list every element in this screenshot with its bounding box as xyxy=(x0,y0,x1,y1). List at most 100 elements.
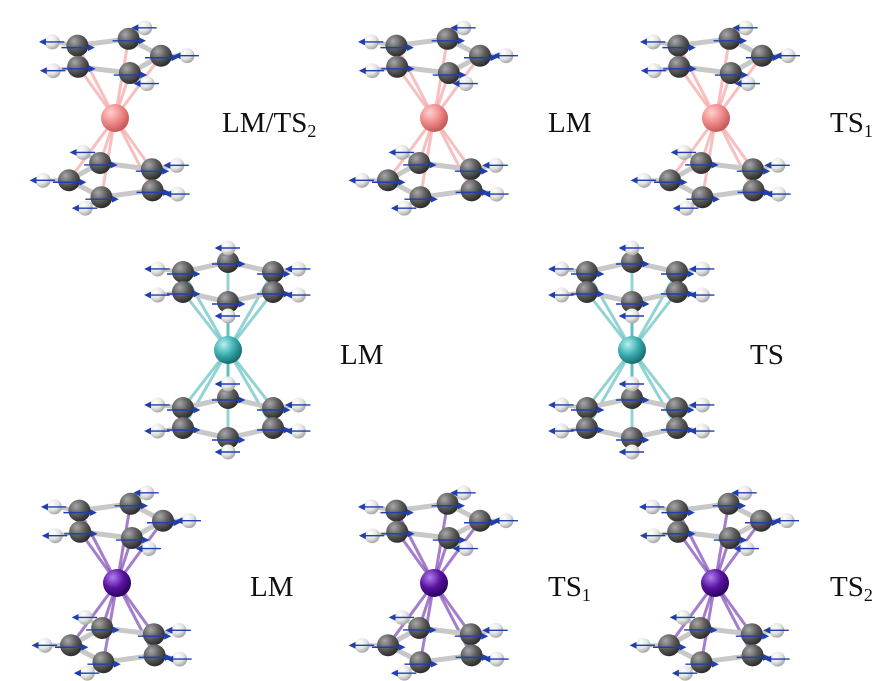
carbon-atom xyxy=(142,623,165,646)
carbon-atom xyxy=(92,651,115,674)
carbon-atom xyxy=(262,417,285,439)
metal-atom xyxy=(420,569,448,597)
metal-atom xyxy=(103,569,131,597)
metal-atom xyxy=(618,336,646,364)
carbon-atom xyxy=(740,623,763,646)
carbon-atom xyxy=(409,651,432,674)
carbon-atom xyxy=(386,55,409,78)
carbon-atom xyxy=(408,151,431,174)
carbon-atom xyxy=(460,179,483,202)
carbon-atom xyxy=(621,427,643,449)
carbon-atom xyxy=(718,527,741,550)
carbon-atom xyxy=(621,291,643,313)
carbon-atom xyxy=(691,186,714,209)
carbon-atom xyxy=(621,387,643,409)
molecule-row-3-col-3 xyxy=(629,485,799,681)
carbon-atom xyxy=(690,651,713,674)
molecule-row-1-col-2 xyxy=(348,20,518,216)
molecule-row-2-col-1 xyxy=(144,240,311,460)
carbon-atom xyxy=(658,634,681,657)
carbon-atom xyxy=(666,281,689,303)
carbon-atom xyxy=(68,499,91,522)
carbon-atom xyxy=(262,281,285,303)
carbon-atom xyxy=(60,634,83,657)
carbon-atom xyxy=(749,509,772,532)
carbon-atom xyxy=(90,186,113,209)
carbon-atom xyxy=(460,644,483,667)
carbon-atom xyxy=(91,616,114,639)
carbon-atom xyxy=(717,492,740,515)
carbon-atom xyxy=(667,520,690,543)
carbon-atom xyxy=(718,27,741,50)
carbon-atom xyxy=(140,158,163,181)
carbon-atom xyxy=(143,644,166,667)
molecule-row-3-col-2 xyxy=(348,485,518,681)
metal-atom xyxy=(702,104,730,132)
carbon-atom xyxy=(459,158,482,181)
metal-atom xyxy=(214,336,242,364)
molecule-row-1-col-1 xyxy=(29,20,199,216)
carbon-atom xyxy=(668,55,691,78)
carbon-atom xyxy=(58,169,81,192)
carbon-atom xyxy=(67,55,90,78)
carbon-atom xyxy=(667,34,690,57)
carbon-atom xyxy=(575,397,598,419)
carbon-atom xyxy=(151,509,174,532)
carbon-atom xyxy=(386,520,409,543)
carbon-atom xyxy=(69,520,92,543)
carbon-atom xyxy=(666,499,689,522)
carbon-atom xyxy=(385,34,408,57)
carbon-atom xyxy=(171,397,194,419)
carbon-atom xyxy=(118,62,141,85)
carbon-atom xyxy=(742,179,765,202)
carbon-atom xyxy=(120,527,143,550)
metal-atom xyxy=(101,104,129,132)
carbon-atom xyxy=(409,186,432,209)
carbon-atom xyxy=(149,44,172,67)
carbon-atom xyxy=(741,644,764,667)
carbon-atom xyxy=(659,169,682,192)
carbon-atom xyxy=(262,397,285,419)
carbon-atom xyxy=(217,387,239,409)
carbon-atom xyxy=(437,62,460,85)
carbon-atom xyxy=(621,251,643,273)
molecule-label-r1c3: TS1 xyxy=(830,107,873,141)
carbon-atom xyxy=(575,281,598,303)
carbon-atom xyxy=(377,634,400,657)
carbon-atom xyxy=(436,492,459,515)
molecule-label-r2c1: LM xyxy=(340,339,384,371)
molecule-label-r2c2: TS xyxy=(750,339,784,371)
carbon-atom xyxy=(119,492,142,515)
carbon-atom xyxy=(459,623,482,646)
metal-atom xyxy=(420,104,448,132)
molecule-row-2-col-2 xyxy=(548,240,715,460)
carbon-atom xyxy=(408,616,431,639)
carbon-atom xyxy=(436,27,459,50)
molecule-label-r3c2: TS1 xyxy=(548,571,591,605)
carbon-atom xyxy=(468,44,491,67)
carbon-atom xyxy=(385,499,408,522)
carbon-atom xyxy=(689,616,712,639)
carbon-atom xyxy=(66,34,89,57)
carbon-atom xyxy=(719,62,742,85)
carbon-atom xyxy=(575,417,598,439)
carbon-atom xyxy=(468,509,491,532)
carbon-atom xyxy=(741,158,764,181)
carbon-atom xyxy=(171,417,194,439)
carbon-atom xyxy=(437,527,460,550)
molecule-row-1-col-3 xyxy=(630,20,800,216)
molecule-label-r3c3: TS2 xyxy=(830,571,873,605)
carbon-atom xyxy=(690,151,713,174)
molecule-label-r1c2: LM xyxy=(548,107,592,139)
carbon-atom xyxy=(666,261,689,283)
carbon-atom xyxy=(171,261,194,283)
metal-atom xyxy=(701,569,729,597)
carbon-atom xyxy=(666,397,689,419)
carbon-atom xyxy=(262,261,285,283)
molecule-label-r1c1: LM/TS2 xyxy=(222,107,316,141)
carbon-atom xyxy=(217,427,239,449)
molecule-row-3-col-1 xyxy=(31,485,201,681)
carbon-atom xyxy=(117,27,140,50)
carbon-atom xyxy=(750,44,773,67)
